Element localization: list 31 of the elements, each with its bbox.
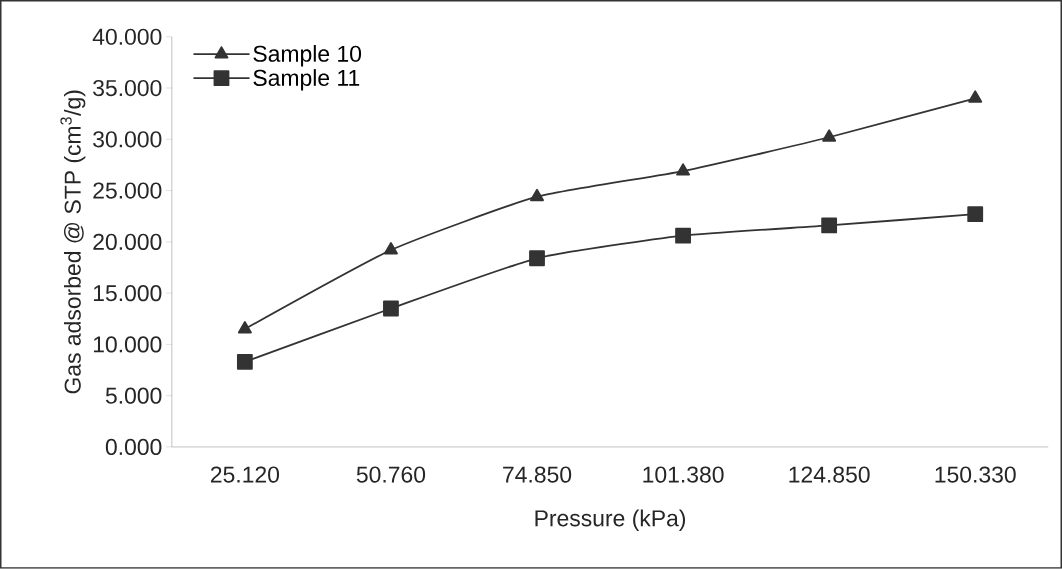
legend-label: Sample 11: [253, 69, 360, 91]
point: [676, 163, 691, 176]
point: [529, 250, 545, 267]
x-tick-label: 101.380: [643, 466, 724, 483]
point: [968, 90, 983, 103]
point: [383, 242, 398, 255]
y-tick-label: 35.000: [93, 80, 162, 97]
y-tick-label: 0.000: [105, 438, 162, 456]
x-axis-title: Pressure (kPa): [535, 509, 686, 532]
point: [822, 129, 837, 142]
y-axis-title: Gas adsorbed @ STP (cm$^{3}$/g): [60, 90, 86, 394]
point: [530, 188, 544, 202]
point: [383, 300, 399, 317]
x-tick-label: 25.120: [210, 466, 280, 483]
y-tick-label: 5.000: [105, 387, 162, 404]
y-tick-label: 10.000: [93, 336, 162, 353]
x-tick-label: 74.850: [503, 466, 572, 483]
y-tick-label: 15.000: [93, 285, 162, 302]
y-tick-label: 25.000: [93, 182, 162, 199]
point: [967, 206, 984, 223]
point: [236, 354, 253, 370]
point: [237, 321, 252, 334]
x-tick-label: 50.760: [356, 466, 426, 483]
x-tick-label: 124.850: [789, 466, 870, 483]
x-tick-label: 150.330: [935, 466, 1016, 483]
y-tick-label: 40.000: [92, 28, 162, 45]
y-tick-label: 30.000: [93, 131, 162, 148]
point: [675, 227, 691, 244]
legend-label: Sample 10: [253, 45, 362, 67]
point: [821, 217, 838, 234]
y-tick-label: 20.000: [93, 233, 162, 251]
